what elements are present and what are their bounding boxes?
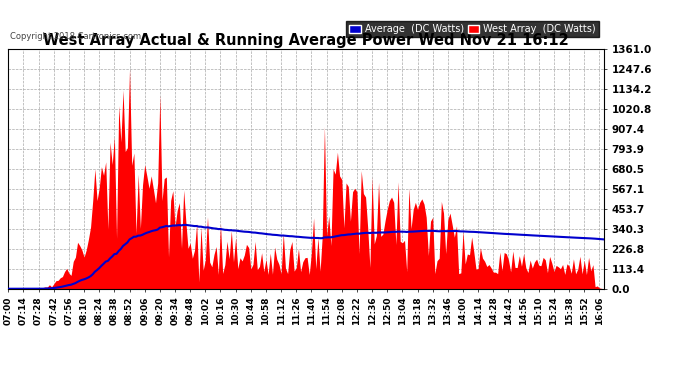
Title: West Array Actual & Running Average Power Wed Nov 21 16:12: West Array Actual & Running Average Powe…	[43, 33, 569, 48]
Text: Copyright 2018 Cartronics.com: Copyright 2018 Cartronics.com	[10, 32, 141, 41]
Legend: Average  (DC Watts), West Array  (DC Watts): Average (DC Watts), West Array (DC Watts…	[346, 21, 599, 37]
